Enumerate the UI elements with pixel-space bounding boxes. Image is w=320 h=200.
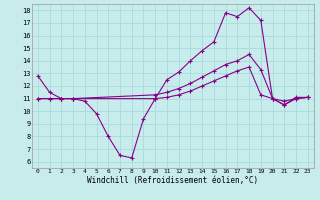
X-axis label: Windchill (Refroidissement éolien,°C): Windchill (Refroidissement éolien,°C) [87,176,258,185]
